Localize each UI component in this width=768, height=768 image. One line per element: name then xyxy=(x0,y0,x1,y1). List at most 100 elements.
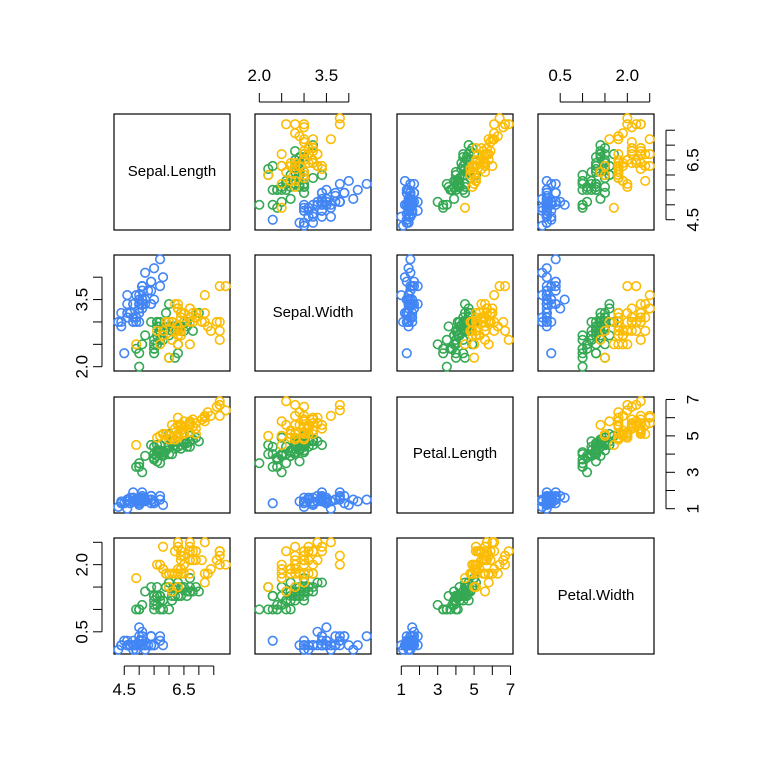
point-s3-20-r4c2 xyxy=(263,581,274,593)
point-s2-36-r2c3 xyxy=(459,298,471,310)
panel-frame-r3-c4 xyxy=(537,396,655,514)
point-s1-37-r1c2 xyxy=(321,184,332,195)
point-s2-11-r1c2 xyxy=(254,199,265,210)
point-s1-33-r2c1 xyxy=(140,267,151,278)
point-s3-14-r2c4 xyxy=(622,339,633,350)
point-s3-23-r4c1 xyxy=(214,559,225,570)
point-s3-36-r4c3 xyxy=(489,546,500,557)
point-s2-49-r1c2 xyxy=(276,196,287,207)
point-s3-46-r1c2 xyxy=(298,149,310,160)
point-s3-49-r1c2 xyxy=(316,163,328,175)
axis-top-petal-width-tick-label: 0.5 xyxy=(548,66,572,85)
point-s3-23-r3c2 xyxy=(290,399,301,411)
point-s1-48-r3c1 xyxy=(122,496,133,507)
point-s3-36-r1c4 xyxy=(635,119,646,130)
point-s1-42-r2c1 xyxy=(119,348,130,359)
point-s1-43-r2c1 xyxy=(116,307,127,319)
point-s3-19-r2c1 xyxy=(214,334,225,345)
point-s3-32-r2c4 xyxy=(622,281,633,292)
point-s3-46-r1c4 xyxy=(635,149,646,160)
point-s1-49-r3c2 xyxy=(330,494,341,505)
point-s2-44-r2c4 xyxy=(577,348,588,359)
axis-bottom-sepal-length-tick-label: 4.5 xyxy=(112,680,136,699)
point-s1-49-r4c2 xyxy=(330,640,341,651)
point-s3-15-r1c2 xyxy=(290,175,301,187)
point-s1-45-r3c2 xyxy=(334,487,345,498)
point-s2-35-r4c1 xyxy=(146,581,157,593)
point-s1-16-r2c3 xyxy=(405,254,416,265)
axis-bottom-petal-length-tick-label: 5 xyxy=(469,680,478,699)
point-s1-17-r1c2 xyxy=(339,187,350,198)
point-s3-23-r1c3 xyxy=(499,119,511,130)
point-s3-7-r1c4 xyxy=(608,202,620,213)
point-s1-44-r1c4 xyxy=(559,199,570,210)
point-s3-30-r4c3 xyxy=(483,577,494,588)
point-s3-34-r4c2 xyxy=(290,581,301,593)
point-s3-10-r2c3 xyxy=(489,290,500,301)
point-s3-35-r2c3 xyxy=(479,334,491,345)
point-s3-30-r1c3 xyxy=(483,134,494,145)
point-s1-32-r4c1 xyxy=(146,631,157,642)
point-s2-36-r2c4 xyxy=(604,298,615,310)
point-s3-9-r1c2 xyxy=(276,149,287,160)
point-s1-19-r1c2 xyxy=(334,178,345,190)
point-s1-17-r2c1 xyxy=(146,276,157,287)
point-s1-34-r2c1 xyxy=(149,263,160,274)
point-s1-33-r3c2 xyxy=(348,494,359,505)
axis-top-sepal-width-tick-label: 2.0 xyxy=(247,66,271,85)
point-s1-48-r1c2 xyxy=(307,211,319,222)
point-s1-44-r4c2 xyxy=(321,622,332,633)
point-s2-11-r3c1 xyxy=(134,458,145,469)
point-s1-14-r1c2 xyxy=(298,220,310,231)
point-s3-43-r1c2 xyxy=(285,175,296,187)
point-s2-21-r1c2 xyxy=(307,172,319,184)
point-s3-45-r2c4 xyxy=(644,303,655,314)
point-s3-23-r1c2 xyxy=(290,119,301,130)
point-s1-41-r2c4 xyxy=(546,294,557,305)
point-s3-23-r3c4 xyxy=(622,399,633,411)
panel-frame-r4-c2 xyxy=(254,537,372,655)
panel-frame-r2-c4 xyxy=(537,254,655,372)
point-s3-32-r3c1 xyxy=(220,405,231,416)
point-s2-11-r2c4 xyxy=(577,361,588,372)
point-s2-44-r4c2 xyxy=(267,604,278,615)
point-s1-34-r3c2 xyxy=(352,496,363,507)
point-s2-48-r4c2 xyxy=(294,590,305,602)
point-s3-19-r1c3 xyxy=(503,119,514,130)
point-s2-27-r1c2 xyxy=(290,146,301,157)
point-s3-45-r2c1 xyxy=(184,303,195,314)
panel-frame-r3-c2 xyxy=(254,396,372,514)
point-s1-44-r4c3 xyxy=(407,622,418,633)
point-s2-16-r4c1 xyxy=(184,586,195,597)
point-s2-44-r3c2 xyxy=(267,461,278,472)
point-s3-39-r2c1 xyxy=(163,316,175,328)
point-s3-50-r3c4 xyxy=(613,428,624,440)
point-s1-47-r2c3 xyxy=(407,281,418,292)
panel-frame-r4-c4 xyxy=(537,537,655,655)
point-s1-15-r2c1 xyxy=(157,272,169,283)
point-s3-36-r3c2 xyxy=(298,410,310,421)
point-s3-47-r1c2 xyxy=(276,160,287,172)
point-s2-49-r1c4 xyxy=(581,196,593,207)
point-s2-46-r1c4 xyxy=(586,178,597,190)
point-s3-30-r4c1 xyxy=(199,577,210,588)
point-s3-23-r1c4 xyxy=(622,119,633,130)
point-s3-49-r4c2 xyxy=(316,546,328,557)
point-s3-49-r2c1 xyxy=(169,298,181,310)
point-s2-50-r1c4 xyxy=(590,178,602,190)
point-s3-16-r1c2 xyxy=(307,157,319,169)
point-s2-11-r2c3 xyxy=(441,361,452,372)
point-s1-45-r4c3 xyxy=(412,631,423,642)
point-s1-16-r4c2 xyxy=(361,631,372,642)
point-s3-6-r3c2 xyxy=(298,401,310,412)
point-s1-37-r1c4 xyxy=(541,184,552,195)
point-s2-10-r4c1 xyxy=(140,586,151,597)
point-s1-16-r2c1 xyxy=(154,254,166,265)
point-s1-50-r3c4 xyxy=(541,496,552,507)
point-s3-33-r2c4 xyxy=(631,325,642,337)
point-s1-43-r4c1 xyxy=(116,640,127,651)
point-s3-46-r3c4 xyxy=(635,427,646,438)
point-s3-46-r2c4 xyxy=(635,316,646,328)
point-s1-48-r1c4 xyxy=(541,211,552,222)
point-s1-45-r3c4 xyxy=(550,487,561,498)
